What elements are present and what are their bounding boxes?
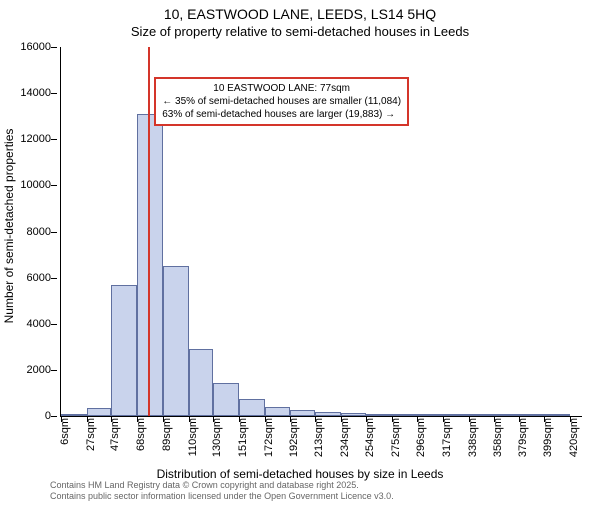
x-tick-label: 420sqm xyxy=(568,418,580,457)
y-tick xyxy=(51,139,57,140)
footer-line2: Contains public sector information licen… xyxy=(50,491,394,502)
chart-title-description: Size of property relative to semi-detach… xyxy=(0,24,600,39)
y-tick-label: 8000 xyxy=(6,226,51,238)
y-tick xyxy=(51,93,57,94)
histogram-bar xyxy=(61,414,87,416)
histogram-bar xyxy=(469,414,494,416)
x-tick-label: 192sqm xyxy=(288,418,300,457)
y-tick-label: 14000 xyxy=(6,87,51,99)
y-tick xyxy=(51,278,57,279)
histogram-bar xyxy=(265,407,290,416)
histogram-bar xyxy=(111,285,137,416)
x-tick-label: 399sqm xyxy=(542,418,554,457)
x-tick-label: 358sqm xyxy=(492,418,504,457)
x-tick-label: 317sqm xyxy=(441,418,453,457)
copyright-footer: Contains HM Land Registry data © Crown c… xyxy=(50,480,394,503)
histogram-bar xyxy=(417,414,443,416)
x-tick-label: 234sqm xyxy=(339,418,351,457)
histogram-bar xyxy=(239,399,265,416)
histogram-bar xyxy=(87,408,112,416)
x-tick-label: 27sqm xyxy=(85,418,97,451)
reference-line xyxy=(148,47,150,416)
x-tick-label: 172sqm xyxy=(263,418,275,457)
x-tick-label: 213sqm xyxy=(313,418,325,457)
chart-title-address: 10, EASTWOOD LANE, LEEDS, LS14 5HQ xyxy=(0,6,600,22)
y-tick-label: 12000 xyxy=(6,133,51,145)
annotation-line2: ← 35% of semi-detached houses are smalle… xyxy=(162,95,401,108)
histogram-bar xyxy=(163,266,189,416)
annotation-line1: 10 EASTWOOD LANE: 77sqm xyxy=(162,82,401,95)
histogram-bar xyxy=(519,414,544,416)
x-tick-label: 89sqm xyxy=(161,418,173,451)
histogram-bar xyxy=(290,410,316,416)
x-tick-label: 379sqm xyxy=(517,418,529,457)
x-tick-label: 151sqm xyxy=(237,418,249,457)
x-tick-label: 68sqm xyxy=(135,418,147,451)
chart-plot-area: 02000400060008000100001200014000160006sq… xyxy=(60,47,582,417)
y-tick xyxy=(51,370,57,371)
y-tick xyxy=(51,232,57,233)
histogram-bar xyxy=(366,414,392,416)
y-tick-label: 2000 xyxy=(6,364,51,376)
annotation-line3: 63% of semi-detached houses are larger (… xyxy=(162,108,401,121)
histogram-bar xyxy=(213,383,239,416)
x-tick-label: 275sqm xyxy=(390,418,402,457)
y-tick xyxy=(51,416,57,417)
x-tick-label: 110sqm xyxy=(187,418,199,456)
y-tick-label: 16000 xyxy=(6,41,51,53)
y-tick-label: 4000 xyxy=(6,318,51,330)
histogram-bar xyxy=(544,414,570,416)
x-tick-label: 6sqm xyxy=(59,418,71,445)
x-tick-label: 338sqm xyxy=(467,418,479,457)
histogram-bar xyxy=(443,414,469,416)
histogram-bar xyxy=(494,414,520,416)
y-tick xyxy=(51,47,57,48)
y-tick-label: 0 xyxy=(6,410,51,422)
x-tick-label: 130sqm xyxy=(211,418,223,457)
y-tick-label: 6000 xyxy=(6,272,51,284)
x-tick-label: 254sqm xyxy=(364,418,376,457)
x-tick-label: 47sqm xyxy=(109,418,121,451)
y-tick xyxy=(51,324,57,325)
x-tick-label: 296sqm xyxy=(415,418,427,457)
y-tick-label: 10000 xyxy=(6,179,51,191)
histogram-bar xyxy=(341,413,366,416)
y-tick xyxy=(51,185,57,186)
footer-line1: Contains HM Land Registry data © Crown c… xyxy=(50,480,394,491)
histogram-bar xyxy=(189,349,214,416)
histogram-bar xyxy=(315,412,341,416)
histogram-bar xyxy=(392,414,418,416)
annotation-box: 10 EASTWOOD LANE: 77sqm← 35% of semi-det… xyxy=(154,77,409,126)
